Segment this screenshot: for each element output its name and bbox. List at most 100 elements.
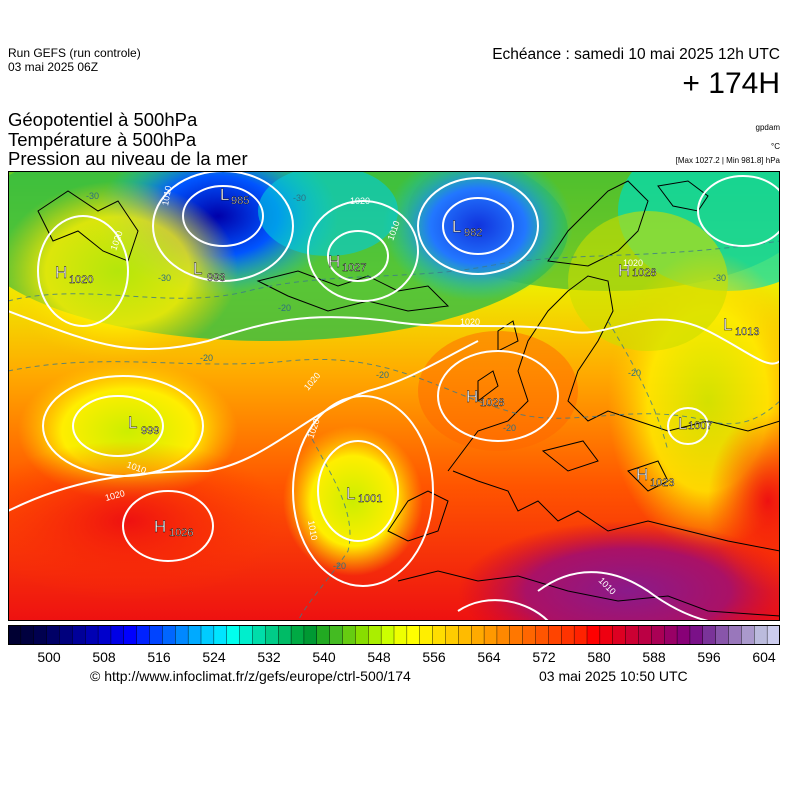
colorbar-cell [368, 625, 382, 645]
pressure-center-letter: L [452, 217, 461, 236]
colorbar-cell [496, 625, 511, 645]
pressure-center-letter: L [220, 185, 229, 204]
colorbar-cell [393, 625, 408, 645]
pressure-center-letter: H [466, 387, 478, 406]
colorbar-cell [561, 625, 575, 645]
colorbar-cell [72, 625, 86, 645]
colorbar-cell [110, 625, 125, 645]
pressure-center-letter: L [193, 259, 202, 278]
isobar-label: 1020 [623, 258, 643, 268]
colorbar-cell [754, 625, 768, 645]
colorbar-cell [342, 625, 356, 645]
isotherm-label: -30 [713, 273, 726, 283]
pressure-center-value: 985 [231, 195, 249, 207]
colorbar-tick-label: 604 [752, 649, 776, 665]
colorbar-tick-label: 540 [312, 649, 336, 665]
colorbar-cell [535, 625, 549, 645]
isotherm-label: -20 [333, 561, 346, 571]
pressure-center-letter: L [678, 414, 687, 433]
colorbar-cell [728, 625, 742, 645]
colorbar-cell [664, 625, 678, 645]
isobar-label: 1010 [160, 185, 173, 206]
colorbar-cell [149, 625, 163, 645]
colorbar-cell [84, 625, 99, 645]
isotherms [8, 240, 780, 621]
pressure-center-value: 1020 [69, 274, 93, 286]
isotherm-label: -20 [503, 423, 516, 433]
pressure-center-letter: L [128, 413, 137, 432]
isobar-label: 1010 [306, 520, 319, 541]
isotherm-label: -20 [628, 368, 641, 378]
colorbar-tick-label: 532 [257, 649, 281, 665]
isobar-label: 1020 [460, 317, 480, 327]
colorbar-cell [303, 625, 318, 645]
isotherm-label: -30 [293, 193, 306, 203]
forecast-valid-time: Echéance : samedi 10 mai 2025 12h UTC [492, 46, 780, 63]
weather-map: L 985 L 982 H 1020 L 993 H 1027 H 1028 L… [8, 171, 780, 621]
colorbar-cell [573, 625, 588, 645]
colorbar-cell [200, 625, 215, 645]
colorbar-cell [136, 625, 151, 645]
colorbar-cell [445, 625, 459, 645]
colorbar-cell [355, 625, 369, 645]
map-frame [8, 171, 780, 621]
lead-time: + 174H [682, 67, 780, 100]
colorbar-cell [599, 625, 614, 645]
colorbar-cell [187, 625, 202, 645]
colorbar-cell [509, 625, 524, 645]
pressure-center-letter: H [636, 465, 648, 484]
colorbar-tick-label: 572 [532, 649, 556, 665]
colorbar-cell [46, 625, 60, 645]
pressure-center-value: 1028 [632, 267, 656, 279]
colorbar-tick-label: 596 [697, 649, 721, 665]
coastlines [37, 180, 780, 617]
isotherm-label: -30 [158, 273, 171, 283]
isobars [8, 171, 780, 621]
colorbar-cell [20, 625, 35, 645]
colorbar-cell [278, 625, 292, 645]
colorbar-tick-label: 588 [642, 649, 666, 665]
colorbar-cell [586, 625, 601, 645]
isotherm-label: -20 [278, 303, 291, 313]
colorbar-tick-label: 508 [92, 649, 116, 665]
pressure-center-letter: L [346, 484, 355, 503]
colorbar-tick-label: 548 [367, 649, 391, 665]
colorbar-cell [239, 625, 253, 645]
colorbar-cell [316, 625, 331, 645]
colorbar-cell [329, 625, 344, 645]
title-temperature: Température à 500hPa [8, 129, 197, 150]
colorbar-cell [213, 625, 228, 645]
isotherm-labels: -30 -30 -20 -20 -20 -20 -30 -20 -20 -30 [86, 191, 726, 571]
pressure-center-value: 982 [464, 227, 482, 239]
colorbar-cell [612, 625, 627, 645]
title-geopotential: Géopotentiel à 500hPa [8, 109, 198, 130]
colorbar-cell [380, 625, 395, 645]
pressure-center-letter: H [55, 263, 67, 282]
run-date: 03 mai 2025 06Z [8, 60, 99, 74]
colorbar-cell [59, 625, 73, 645]
pressure-center-value: 1026 [169, 527, 193, 539]
pressure-center-value: 1007 [688, 420, 712, 432]
pressure-center-value: 1027 [342, 262, 366, 274]
pressure-center-letter: L [723, 315, 732, 334]
colorbar-tick-label: 516 [147, 649, 171, 665]
colorbar-cell [458, 625, 472, 645]
pressure-max-min: [Max 1027.2 | Min 981.8] hPa [675, 156, 780, 165]
colorbar-tick-label: 580 [587, 649, 611, 665]
colorbar-cell [432, 625, 446, 645]
colorbar-cell [33, 625, 48, 645]
colorbar-cell [483, 625, 498, 645]
colorbar-cell [123, 625, 138, 645]
pressure-center-letter: H [618, 261, 630, 280]
colorbar [8, 625, 780, 645]
pressure-center-value: 1028 [480, 397, 504, 409]
colorbar-cell [715, 625, 730, 645]
isotherm-label: -30 [86, 191, 99, 201]
pressure-centers: L 985 L 982 H 1020 L 993 H 1027 H 1028 L… [55, 185, 760, 539]
pressure-center-value: 1001 [358, 493, 382, 505]
pressure-center-value: 1023 [650, 477, 674, 489]
pressure-center-value: 993 [207, 272, 225, 284]
source-url[interactable]: © http://www.infoclimat.fr/z/gefs/europe… [90, 668, 411, 684]
pressure-center-value: 999 [141, 425, 159, 437]
colorbar-cell [741, 625, 755, 645]
